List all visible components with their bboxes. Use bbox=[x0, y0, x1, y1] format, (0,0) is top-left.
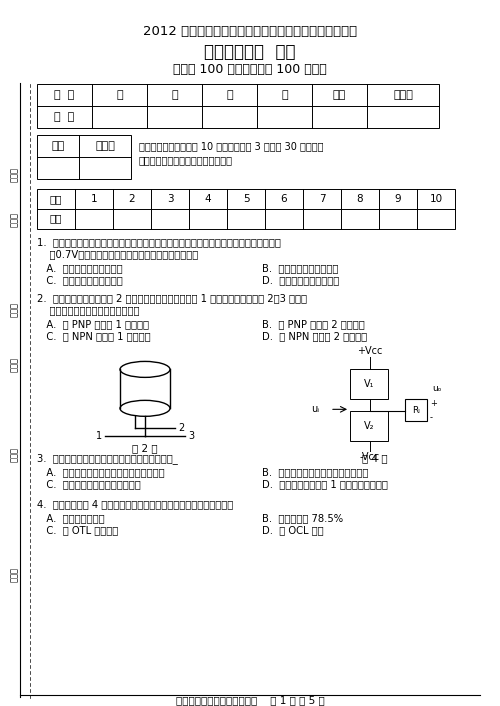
Text: A.  输入电阻越小，对信号源的影响就越小: A. 输入电阻越小，对信号源的影响就越小 bbox=[37, 467, 164, 477]
Text: 《电子技术基础》试卷（一）    第 1 页 共 5 页: 《电子技术基础》试卷（一） 第 1 页 共 5 页 bbox=[176, 695, 324, 705]
Text: B.  最高效率为 78.5%: B. 最高效率为 78.5% bbox=[262, 513, 343, 523]
Text: D.  锗材料，黑表笔接正极: D. 锗材料，黑表笔接正极 bbox=[262, 275, 339, 285]
Text: 2012 级中职电子信息类专业学业水平测试练习卷（一）: 2012 级中职电子信息类专业学业水平测试练习卷（一） bbox=[143, 25, 357, 38]
Text: 答案：: 答案： bbox=[10, 357, 18, 372]
Text: 得分: 得分 bbox=[52, 140, 64, 151]
Text: 9: 9 bbox=[394, 193, 402, 203]
Bar bbox=[405, 400, 427, 421]
Text: 学校：: 学校： bbox=[10, 566, 18, 582]
Text: 2: 2 bbox=[178, 424, 184, 433]
Text: 题号: 题号 bbox=[50, 193, 62, 203]
Text: 1: 1 bbox=[90, 193, 98, 203]
Text: 题 2 图: 题 2 图 bbox=[132, 443, 158, 453]
Text: 3: 3 bbox=[188, 431, 194, 441]
Bar bbox=[37, 135, 131, 179]
Text: -Vcc: -Vcc bbox=[360, 453, 380, 462]
Bar bbox=[350, 369, 388, 400]
Text: 四: 四 bbox=[281, 90, 288, 100]
Text: +: + bbox=[430, 399, 437, 408]
Text: V₂: V₂ bbox=[364, 421, 374, 431]
Text: 8: 8 bbox=[356, 193, 364, 203]
Text: D.  电压放大倍数小于 1 时，为电压衰减器: D. 电压放大倍数小于 1 时，为电压衰减器 bbox=[262, 479, 388, 489]
Text: 为0.7V时，可知其半导体材料及二极管的极性分别为: 为0.7V时，可知其半导体材料及二极管的极性分别为 bbox=[37, 250, 198, 260]
Text: 姓名：: 姓名： bbox=[10, 167, 18, 182]
Text: V₁: V₁ bbox=[364, 379, 374, 390]
Text: （满分 100 分，考试时间 100 分钟）: （满分 100 分，考试时间 100 分钟） bbox=[173, 64, 327, 76]
Text: 指针偏转角均较大。这说明三极管: 指针偏转角均较大。这说明三极管 bbox=[37, 306, 140, 316]
Text: 评卷人: 评卷人 bbox=[95, 140, 115, 151]
Text: D.  为 NPN 型，且 2 脚为基极: D. 为 NPN 型，且 2 脚为基极 bbox=[262, 331, 367, 342]
Text: 一: 一 bbox=[116, 90, 123, 100]
Text: Rₗ: Rₗ bbox=[412, 406, 420, 415]
Bar bbox=[37, 189, 455, 229]
Text: A.  为乙类功放电路: A. 为乙类功放电路 bbox=[37, 513, 104, 523]
Text: 1: 1 bbox=[96, 431, 102, 441]
Text: 答案：: 答案： bbox=[10, 212, 18, 227]
Text: 3: 3 bbox=[166, 193, 173, 203]
Text: 6: 6 bbox=[280, 193, 287, 203]
Text: 4.  功放电路如题 4 图所示，下列关于该电路的各种叙述中，错误的是: 4. 功放电路如题 4 图所示，下列关于该电路的各种叙述中，错误的是 bbox=[37, 499, 233, 509]
Text: C.  通频带越宽，选频能力就越强: C. 通频带越宽，选频能力就越强 bbox=[37, 479, 141, 489]
Text: +Vcc: +Vcc bbox=[358, 347, 382, 357]
Text: 二: 二 bbox=[171, 90, 178, 100]
Text: 电子技术基础  试卷: 电子技术基础 试卷 bbox=[204, 43, 296, 61]
Text: A.  硅材料，红表笔接正极: A. 硅材料，红表笔接正极 bbox=[37, 263, 122, 273]
Text: uₒ: uₒ bbox=[432, 384, 442, 393]
Text: 4: 4 bbox=[204, 193, 212, 203]
Text: 7: 7 bbox=[318, 193, 326, 203]
Text: C.  锗材料，红表笔接正极: C. 锗材料，红表笔接正极 bbox=[37, 275, 123, 285]
Text: 三: 三 bbox=[226, 90, 233, 100]
Text: 学号：: 学号： bbox=[10, 302, 18, 317]
Text: D.  为 OCL 电路: D. 为 OCL 电路 bbox=[262, 525, 324, 535]
Text: 合分人: 合分人 bbox=[393, 90, 413, 100]
Text: 10: 10 bbox=[430, 193, 442, 203]
Text: 一、选择题（本大题共 10 小题，每小题 3 分，共 30 分。将唯: 一、选择题（本大题共 10 小题，每小题 3 分，共 30 分。将唯 bbox=[139, 140, 324, 151]
Text: A.  为 PNP 型，且 1 脚为基极: A. 为 PNP 型，且 1 脚为基极 bbox=[37, 320, 149, 330]
Text: 题  号: 题 号 bbox=[54, 90, 74, 100]
Text: 2: 2 bbox=[128, 193, 136, 203]
Text: C.  为 NPN 型，且 1 脚为基极: C. 为 NPN 型，且 1 脚为基极 bbox=[37, 331, 150, 342]
Text: 3.  以下关于放大器性能指标的叙述中，正确的是_: 3. 以下关于放大器性能指标的叙述中，正确的是_ bbox=[37, 453, 178, 464]
Text: B.  为 PNP 型，且 2 脚为基极: B. 为 PNP 型，且 2 脚为基极 bbox=[262, 320, 365, 330]
Text: uᵢ: uᵢ bbox=[311, 405, 319, 414]
Text: -: - bbox=[430, 413, 433, 421]
Text: 总分: 总分 bbox=[333, 90, 346, 100]
Bar bbox=[350, 412, 388, 441]
Text: 5: 5 bbox=[242, 193, 250, 203]
Text: 答案: 答案 bbox=[50, 214, 62, 224]
Text: 一正确选项的序号填入下列答题栏）: 一正确选项的序号填入下列答题栏） bbox=[139, 155, 233, 164]
Text: B.  输出电阻越小，带负载能力就越弱: B. 输出电阻越小，带负载能力就越弱 bbox=[262, 467, 368, 477]
Text: B.  硅材料，黑表笔接正极: B. 硅材料，黑表笔接正极 bbox=[262, 263, 338, 273]
Text: 专业：: 专业： bbox=[10, 447, 18, 462]
Bar bbox=[37, 84, 439, 128]
Text: 1.  数字式万用表量程开关转至标有二极管符号的位置，进行二极管的测量，当显示电压值: 1. 数字式万用表量程开关转至标有二极管符号的位置，进行二极管的测量，当显示电压… bbox=[37, 238, 281, 248]
Text: 得  分: 得 分 bbox=[54, 112, 74, 122]
Text: 2.  用指针式万用表检测题 2 图所示三极管，红表笔搭接 1 脚，黑表笔分别搭接 2、3 脚时，: 2. 用指针式万用表检测题 2 图所示三极管，红表笔搭接 1 脚，黑表笔分别搭接… bbox=[37, 294, 307, 304]
Text: 题 4 图: 题 4 图 bbox=[362, 453, 388, 463]
Text: C.  为 OTL 功放电路: C. 为 OTL 功放电路 bbox=[37, 525, 118, 535]
